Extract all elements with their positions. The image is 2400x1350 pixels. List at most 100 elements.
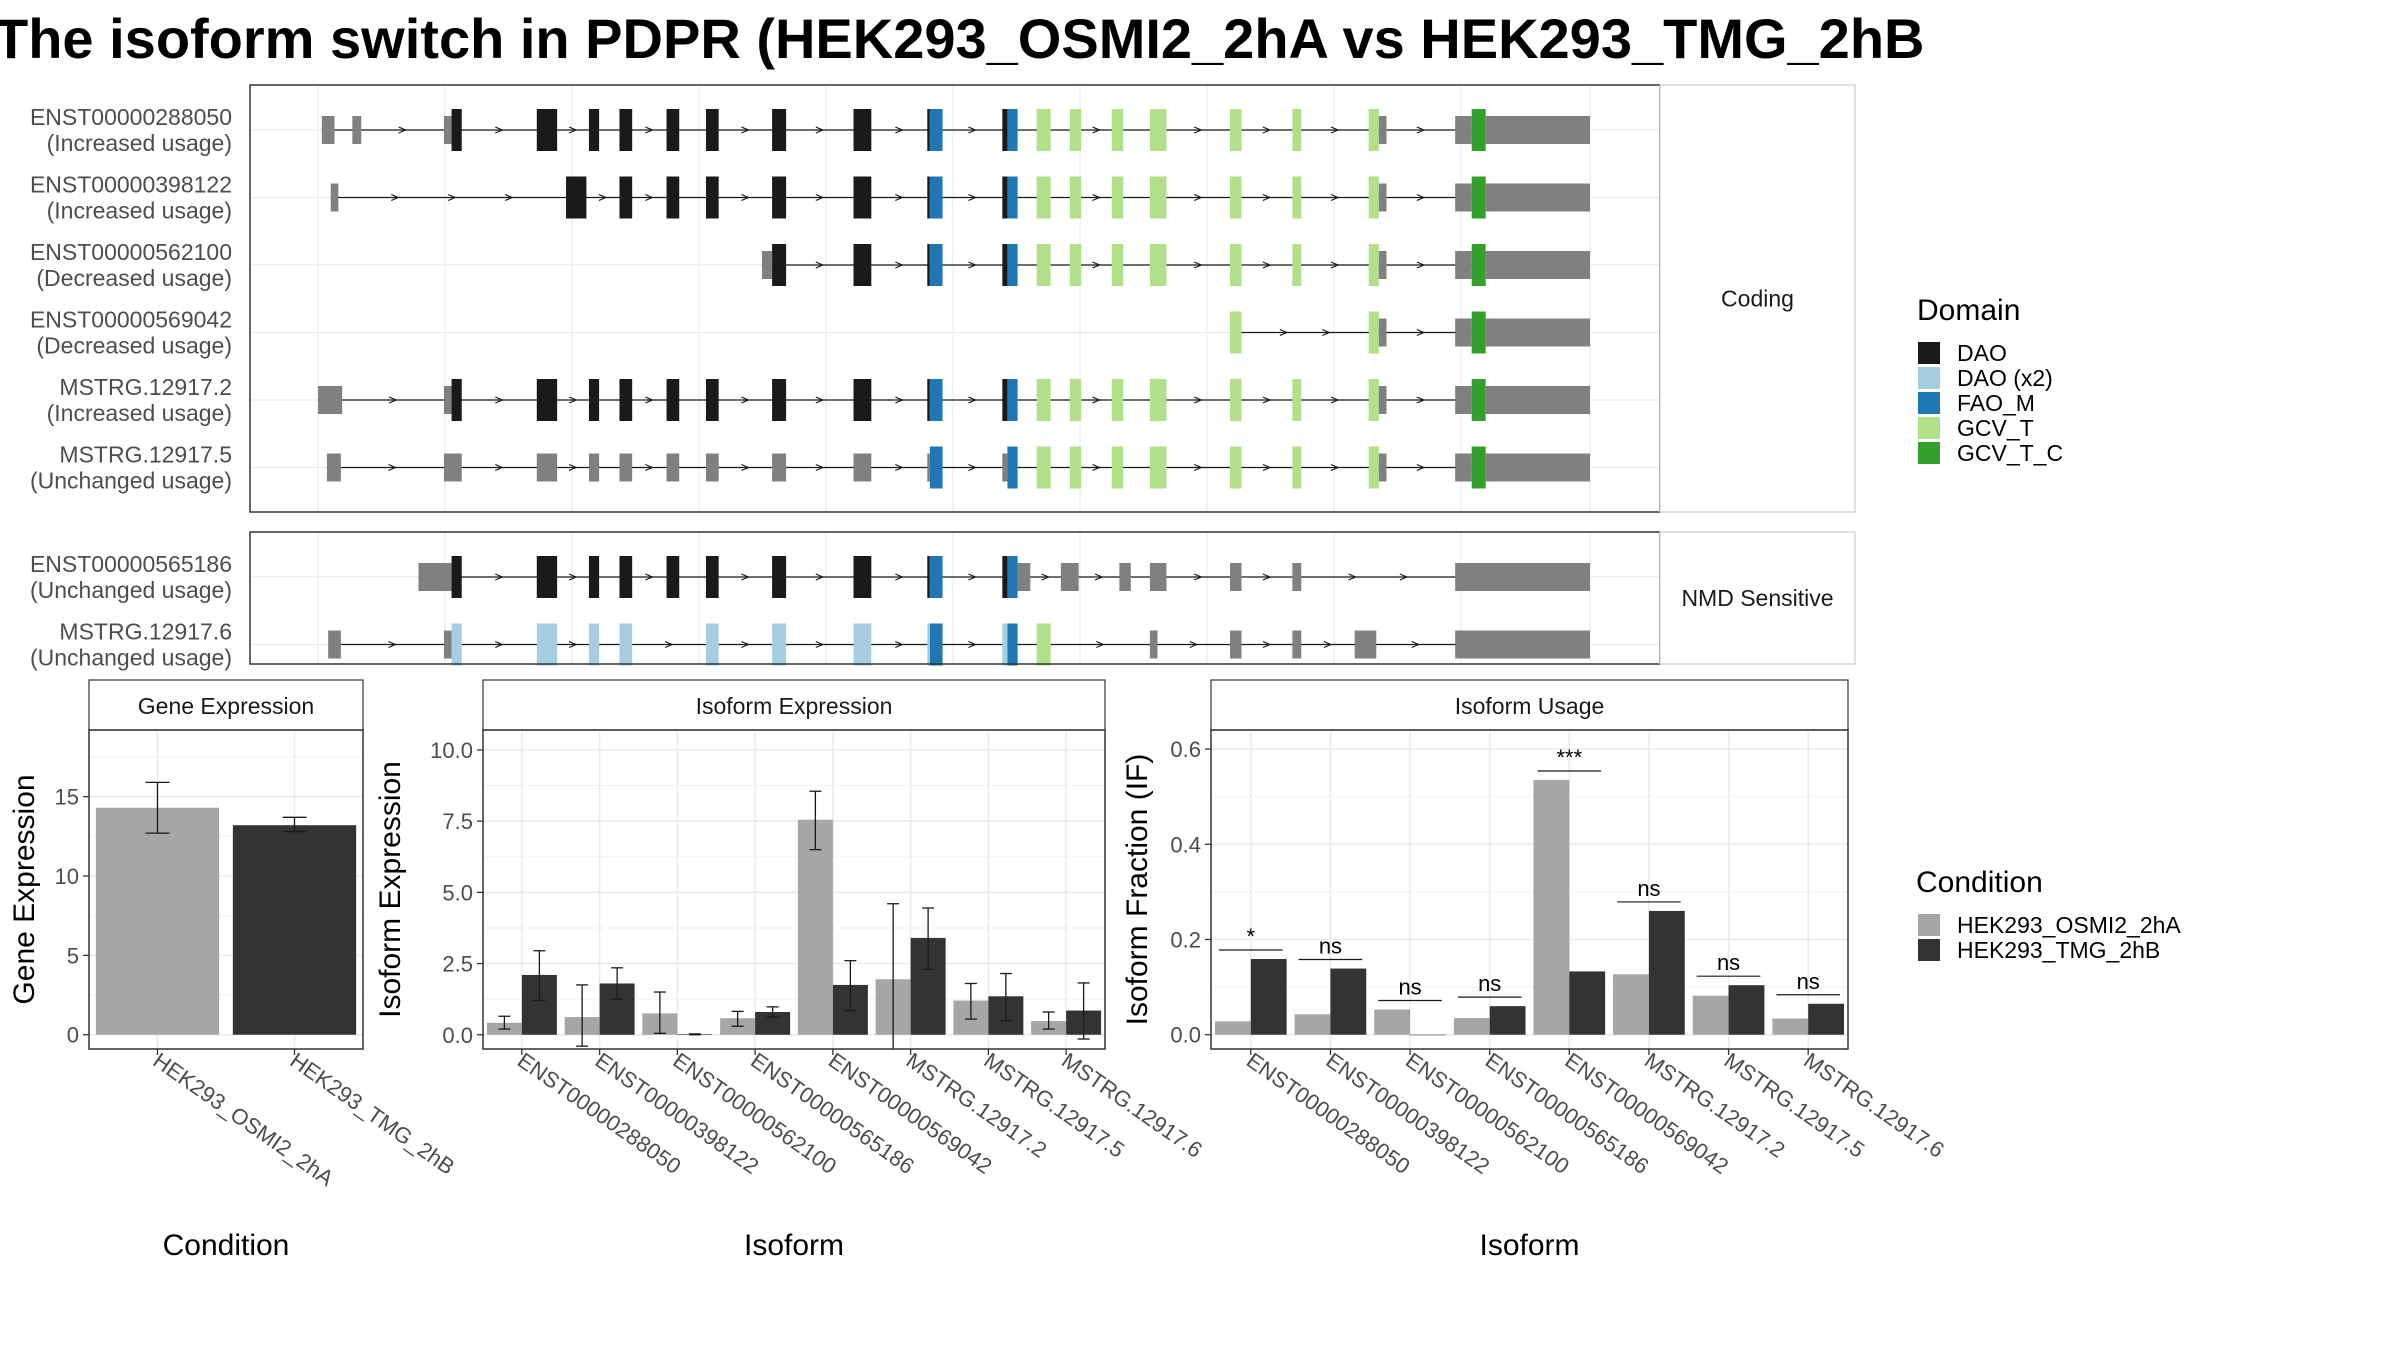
intron-arrow	[968, 396, 977, 404]
exon	[1149, 630, 1158, 659]
exon-dao	[1002, 176, 1008, 219]
intron-arrow	[741, 573, 750, 581]
exon-dao	[1002, 244, 1008, 286]
intron-arrow	[1189, 640, 1199, 649]
y-axis-title: Isoform Fraction (IF)	[1121, 754, 1154, 1026]
exon-gcv-t	[1036, 379, 1051, 421]
y-tick-label: 0.6	[1170, 737, 1201, 762]
intron-arrow	[568, 463, 578, 472]
legend-key-dao	[1918, 342, 1940, 364]
intron-arrow	[1096, 640, 1105, 649]
exon-dao-x2	[853, 623, 872, 666]
legend-label-hek293-tmg-2hb: HEK293_TMG_2hB	[1957, 937, 2160, 963]
y-tick-label: 0	[67, 1023, 79, 1048]
exon-gcv-t	[1230, 109, 1242, 151]
intron-arrow	[645, 193, 654, 202]
exon	[705, 453, 719, 482]
x-tick-label: MSTRG.12917.6	[1057, 1048, 1207, 1163]
y-axis-title: Isoform Expression	[374, 761, 407, 1018]
intron-arrow	[447, 193, 457, 202]
significance-label: ns	[1319, 934, 1342, 959]
exon-fao-m	[1007, 379, 1018, 421]
exon-dao-x2	[705, 623, 719, 666]
exon	[443, 630, 452, 659]
x-tick-label: MSTRG.12917.5	[980, 1048, 1130, 1163]
facet-strip	[1659, 531, 1856, 665]
bar-hek293-tmg-2hb	[1250, 959, 1287, 1035]
isoform-usage-label: (Increased usage)	[47, 198, 232, 224]
intron-arrow	[895, 193, 904, 202]
exon	[1060, 563, 1079, 591]
exon-gcv-t	[1368, 244, 1379, 286]
bar-hek293-tmg-2hb	[1330, 968, 1367, 1035]
exon-dao	[772, 556, 787, 598]
intron-arrow	[1193, 261, 1203, 269]
exon-dao-x2	[927, 623, 930, 666]
intron-arrow	[495, 463, 504, 472]
exon-gcv-t	[1230, 446, 1242, 489]
significance-label: ns	[1637, 876, 1660, 901]
intron-arrow	[1041, 573, 1051, 581]
exon-dao-x2	[1002, 623, 1008, 666]
panel-background	[250, 85, 1660, 512]
exon-gcv-t	[1069, 446, 1082, 489]
legend-key-hek293-tmg-2hb	[1918, 939, 1940, 961]
exon-gcv-t	[1292, 176, 1302, 219]
exon	[443, 386, 452, 414]
exon	[853, 453, 872, 482]
legend-label-dao: DAO	[1957, 340, 2007, 366]
panel-background	[250, 532, 1660, 664]
intron-arrow	[645, 126, 654, 134]
intron-arrow	[895, 126, 904, 134]
chart-isoform-usage: Isoform Usage * ns ns ns *** ns ns ns 0.0 0.2 0.4 0.…	[1121, 679, 1949, 1262]
exon-gcv-t	[1111, 176, 1124, 219]
intron-arrow	[388, 396, 398, 404]
exon	[1485, 386, 1590, 414]
legend-label-gcv-t: GCV_T	[1957, 415, 2034, 441]
exon-dao	[853, 244, 872, 286]
exon	[536, 453, 558, 482]
exon-dao	[853, 109, 872, 151]
exon-gcv-t	[1111, 109, 1124, 151]
exon-dao	[588, 109, 600, 151]
exon	[1017, 563, 1031, 591]
exon-dao	[619, 109, 633, 151]
x-axis-title: Condition	[163, 1229, 290, 1262]
exon	[1455, 453, 1472, 482]
intron-arrow	[968, 573, 977, 581]
exon-dao	[619, 176, 633, 219]
intron-arrow	[1193, 463, 1203, 472]
bar-hek293-tmg-2hb	[1410, 1034, 1446, 1036]
exon-gcv-t	[1292, 446, 1302, 489]
figure-title: The isoform switch in PDPR (HEK293_OSMI2…	[0, 7, 1924, 70]
intron-arrow	[1092, 261, 1101, 269]
exon-gcv-t	[1292, 109, 1302, 151]
exon-fao-m	[1007, 244, 1018, 286]
intron-arrow	[1416, 463, 1426, 472]
exon-gcv-t	[1368, 379, 1379, 421]
x-tick-label: MSTRG.12917.5	[1720, 1048, 1870, 1163]
intron-arrow	[1262, 640, 1272, 649]
exon-gcv-t-c	[1471, 379, 1486, 421]
exon-dao-x2	[588, 623, 600, 666]
exon-gcv-t	[1292, 379, 1302, 421]
isoform-usage-label: (Increased usage)	[47, 400, 232, 426]
legend-key-gcv-t-c	[1918, 442, 1940, 464]
exon-dao	[853, 176, 872, 219]
exon	[619, 453, 633, 482]
exon-gcv-t	[1036, 446, 1051, 489]
exon	[1485, 251, 1590, 279]
legend-label-dao-x2: DAO (x2)	[1957, 365, 2053, 391]
exon-gcv-t	[1230, 244, 1242, 286]
legend-key-hek293-osmi2-2ha	[1918, 914, 1940, 936]
exon	[1292, 563, 1302, 591]
exon-fao-m	[1007, 446, 1018, 489]
facet-strip	[1210, 679, 1849, 731]
y-tick-label: 5.0	[442, 880, 473, 905]
exon-gcv-t	[1368, 446, 1379, 489]
intron-arrow	[741, 463, 750, 472]
intron-arrow	[1330, 193, 1340, 202]
significance-label: ns	[1478, 971, 1501, 996]
intron-arrow	[895, 463, 904, 472]
